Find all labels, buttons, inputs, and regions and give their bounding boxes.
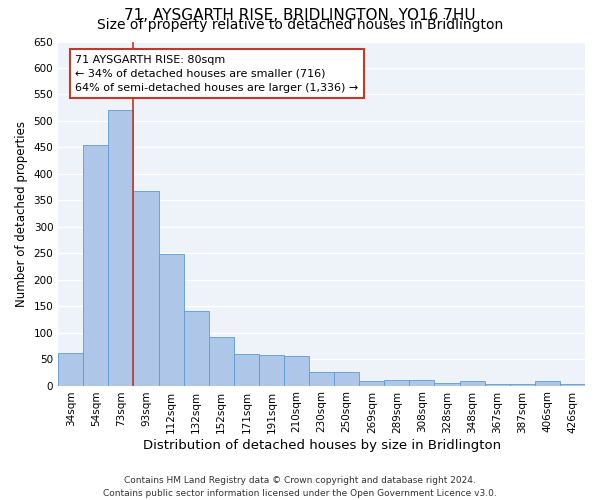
Bar <box>109 110 133 386</box>
Bar <box>58 353 83 386</box>
Bar <box>259 356 284 386</box>
Bar <box>309 372 334 386</box>
Text: Contains HM Land Registry data © Crown copyright and database right 2024.
Contai: Contains HM Land Registry data © Crown c… <box>103 476 497 498</box>
Text: 71 AYSGARTH RISE: 80sqm
← 34% of detached houses are smaller (716)
64% of semi-d: 71 AYSGARTH RISE: 80sqm ← 34% of detache… <box>75 54 358 92</box>
Bar <box>535 382 560 386</box>
Bar <box>158 254 184 386</box>
Bar <box>359 382 385 386</box>
Text: 71, AYSGARTH RISE, BRIDLINGTON, YO16 7HU: 71, AYSGARTH RISE, BRIDLINGTON, YO16 7HU <box>124 8 476 22</box>
Bar <box>409 380 434 386</box>
Y-axis label: Number of detached properties: Number of detached properties <box>15 120 28 306</box>
Bar <box>133 192 158 386</box>
Bar <box>560 384 585 386</box>
Bar <box>334 372 359 386</box>
Bar <box>510 384 535 386</box>
Text: Size of property relative to detached houses in Bridlington: Size of property relative to detached ho… <box>97 18 503 32</box>
Bar <box>284 356 309 386</box>
Bar <box>434 383 460 386</box>
X-axis label: Distribution of detached houses by size in Bridlington: Distribution of detached houses by size … <box>143 440 500 452</box>
Bar <box>209 337 234 386</box>
Bar <box>385 380 409 386</box>
Bar <box>184 312 209 386</box>
Bar <box>234 354 259 386</box>
Bar <box>83 144 109 386</box>
Bar <box>460 382 485 386</box>
Bar <box>485 384 510 386</box>
